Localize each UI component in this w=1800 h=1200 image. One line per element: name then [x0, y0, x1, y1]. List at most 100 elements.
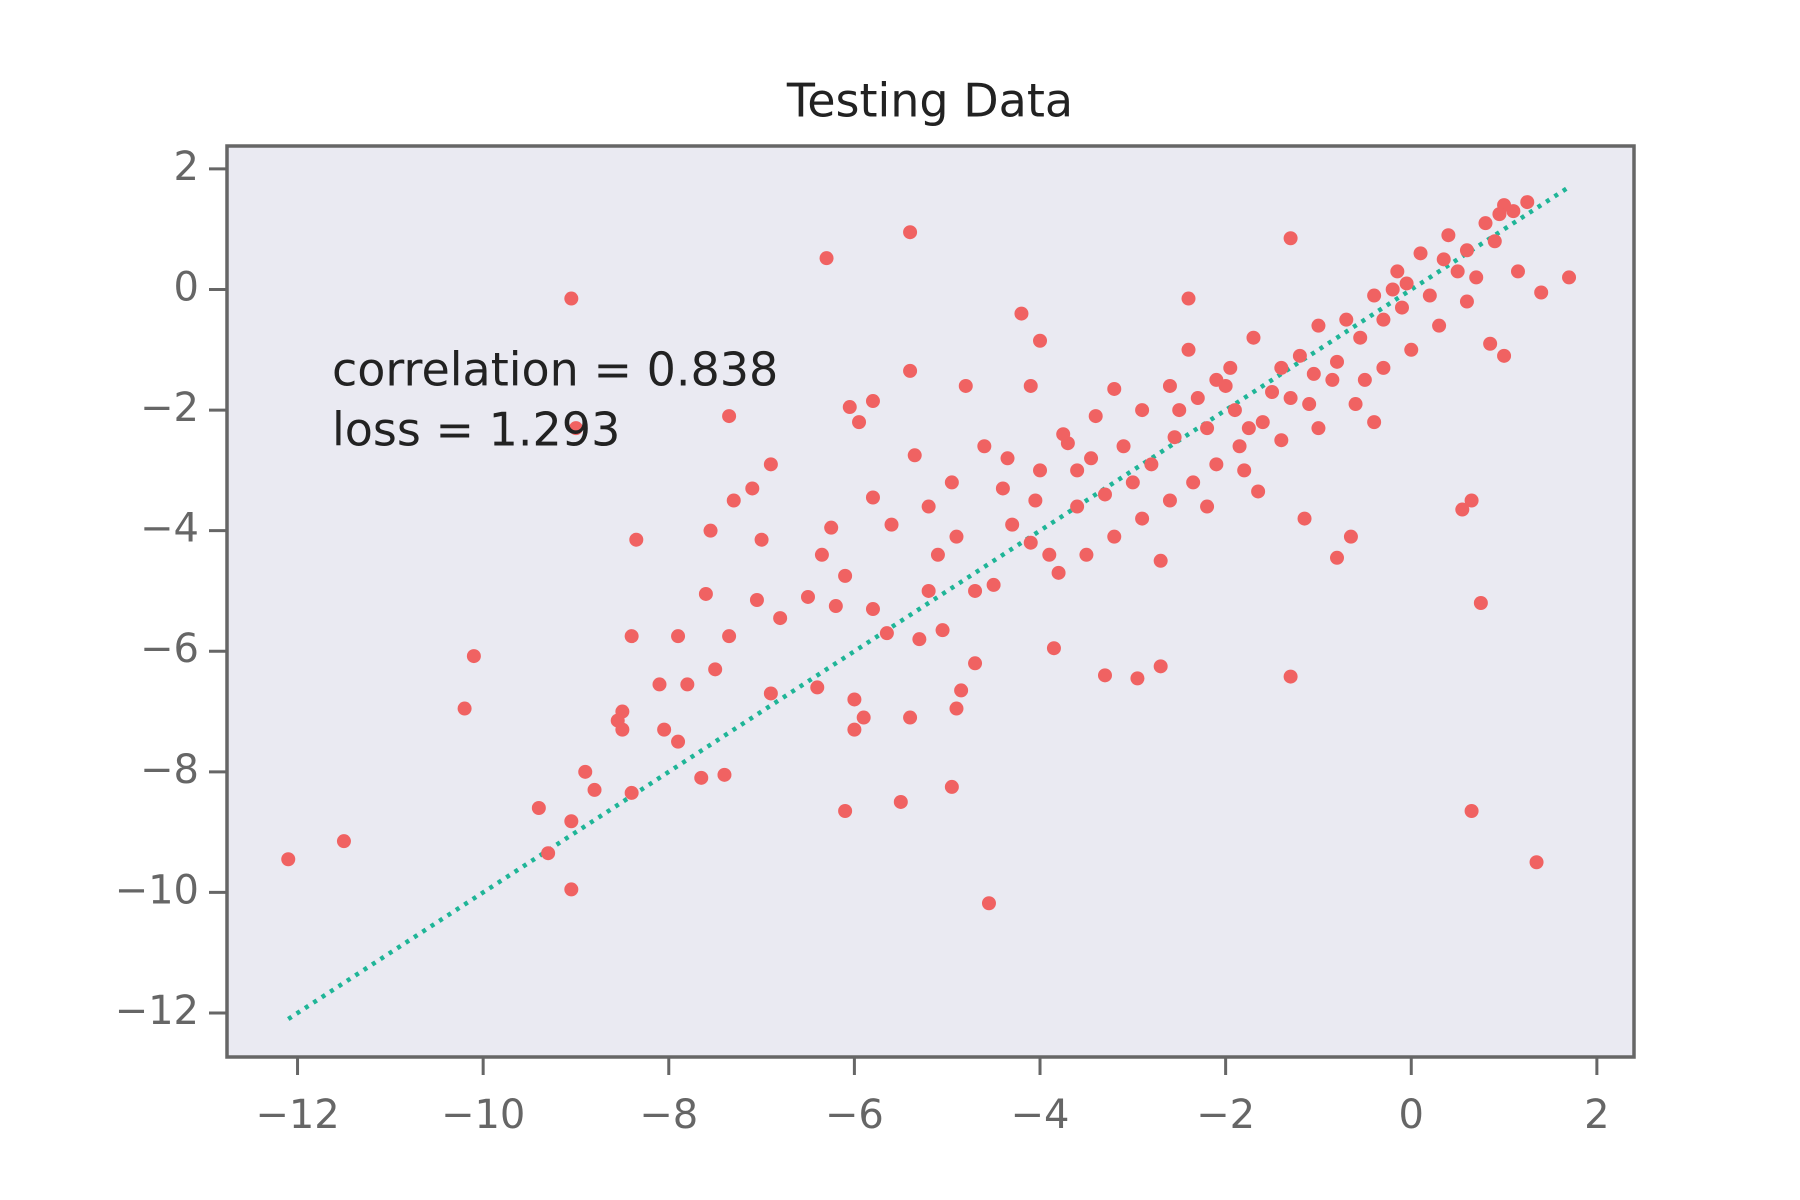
point	[1251, 484, 1266, 499]
point	[1562, 270, 1577, 285]
point	[763, 686, 778, 701]
point	[671, 734, 686, 749]
y-tick-label: −6	[140, 626, 199, 672]
point	[1325, 372, 1340, 387]
point	[949, 529, 964, 544]
point	[610, 713, 625, 728]
point	[1265, 384, 1280, 399]
point	[930, 547, 945, 562]
point	[1172, 403, 1187, 418]
point	[828, 599, 843, 614]
point	[1153, 659, 1168, 674]
x-tick-label: −4	[1011, 1092, 1070, 1138]
point	[1237, 463, 1252, 478]
point	[1097, 487, 1112, 502]
point	[722, 409, 737, 424]
point	[819, 251, 834, 266]
point	[1478, 216, 1493, 231]
point	[1390, 264, 1405, 279]
point	[1274, 360, 1289, 375]
x-tick-label: −10	[441, 1092, 525, 1138]
point	[949, 701, 964, 716]
point	[703, 523, 718, 538]
point	[1144, 457, 1159, 472]
point	[838, 804, 853, 819]
point	[694, 770, 709, 785]
point	[1181, 342, 1196, 357]
point	[1394, 300, 1409, 315]
y-tick-label: 2	[174, 144, 199, 190]
point	[717, 767, 732, 782]
point	[1232, 439, 1247, 454]
point	[921, 499, 936, 514]
y-tick-label: −10	[115, 867, 199, 913]
annotation: correlation = 0.838	[332, 343, 778, 397]
point	[1153, 553, 1168, 568]
x-tick-label: −8	[639, 1092, 698, 1138]
point	[852, 415, 867, 430]
point	[1084, 451, 1099, 466]
point	[1162, 378, 1177, 393]
point	[1135, 511, 1150, 526]
point	[884, 517, 899, 532]
point	[944, 779, 959, 794]
point	[1181, 291, 1196, 306]
point	[763, 457, 778, 472]
point	[1200, 499, 1215, 514]
point	[1223, 360, 1238, 375]
point	[1274, 433, 1289, 448]
point	[1097, 668, 1112, 683]
point	[1330, 354, 1345, 369]
point	[680, 677, 695, 692]
point	[1070, 463, 1085, 478]
x-tick-label: −6	[825, 1092, 884, 1138]
point	[1283, 231, 1298, 246]
x-tick-label: −12	[255, 1092, 339, 1138]
point	[1046, 641, 1061, 656]
y-tick-label: −12	[115, 988, 199, 1034]
point	[903, 225, 918, 240]
point	[1130, 671, 1145, 686]
point	[907, 448, 922, 463]
point	[1469, 270, 1484, 285]
point	[1450, 264, 1465, 279]
point	[754, 532, 769, 547]
point	[629, 532, 644, 547]
point	[1413, 246, 1428, 261]
point	[1255, 415, 1270, 430]
plot-area	[227, 146, 1634, 1057]
point	[1367, 415, 1382, 430]
point	[336, 834, 351, 849]
point	[968, 583, 983, 598]
point	[564, 814, 579, 829]
point	[824, 520, 839, 535]
point	[1459, 294, 1474, 309]
point	[568, 421, 583, 436]
point	[708, 662, 723, 677]
point	[1343, 529, 1358, 544]
point	[935, 623, 950, 638]
point	[1302, 397, 1317, 412]
point	[671, 629, 686, 644]
point	[954, 683, 969, 698]
annotation: loss = 1.293	[332, 403, 620, 457]
point	[1422, 288, 1437, 303]
point	[838, 568, 853, 583]
point	[657, 722, 672, 737]
y-tick-label: −4	[140, 506, 199, 552]
point	[1033, 333, 1048, 348]
point	[865, 602, 880, 617]
point	[1306, 366, 1321, 381]
x-tick-label: −2	[1196, 1092, 1255, 1138]
point	[281, 852, 296, 867]
point	[921, 583, 936, 598]
point	[847, 692, 862, 707]
point	[564, 291, 579, 306]
point	[912, 632, 927, 647]
point	[726, 493, 741, 508]
point	[1070, 499, 1085, 514]
point	[995, 481, 1010, 496]
point	[977, 439, 992, 454]
point	[1283, 669, 1298, 684]
point	[1190, 391, 1205, 406]
